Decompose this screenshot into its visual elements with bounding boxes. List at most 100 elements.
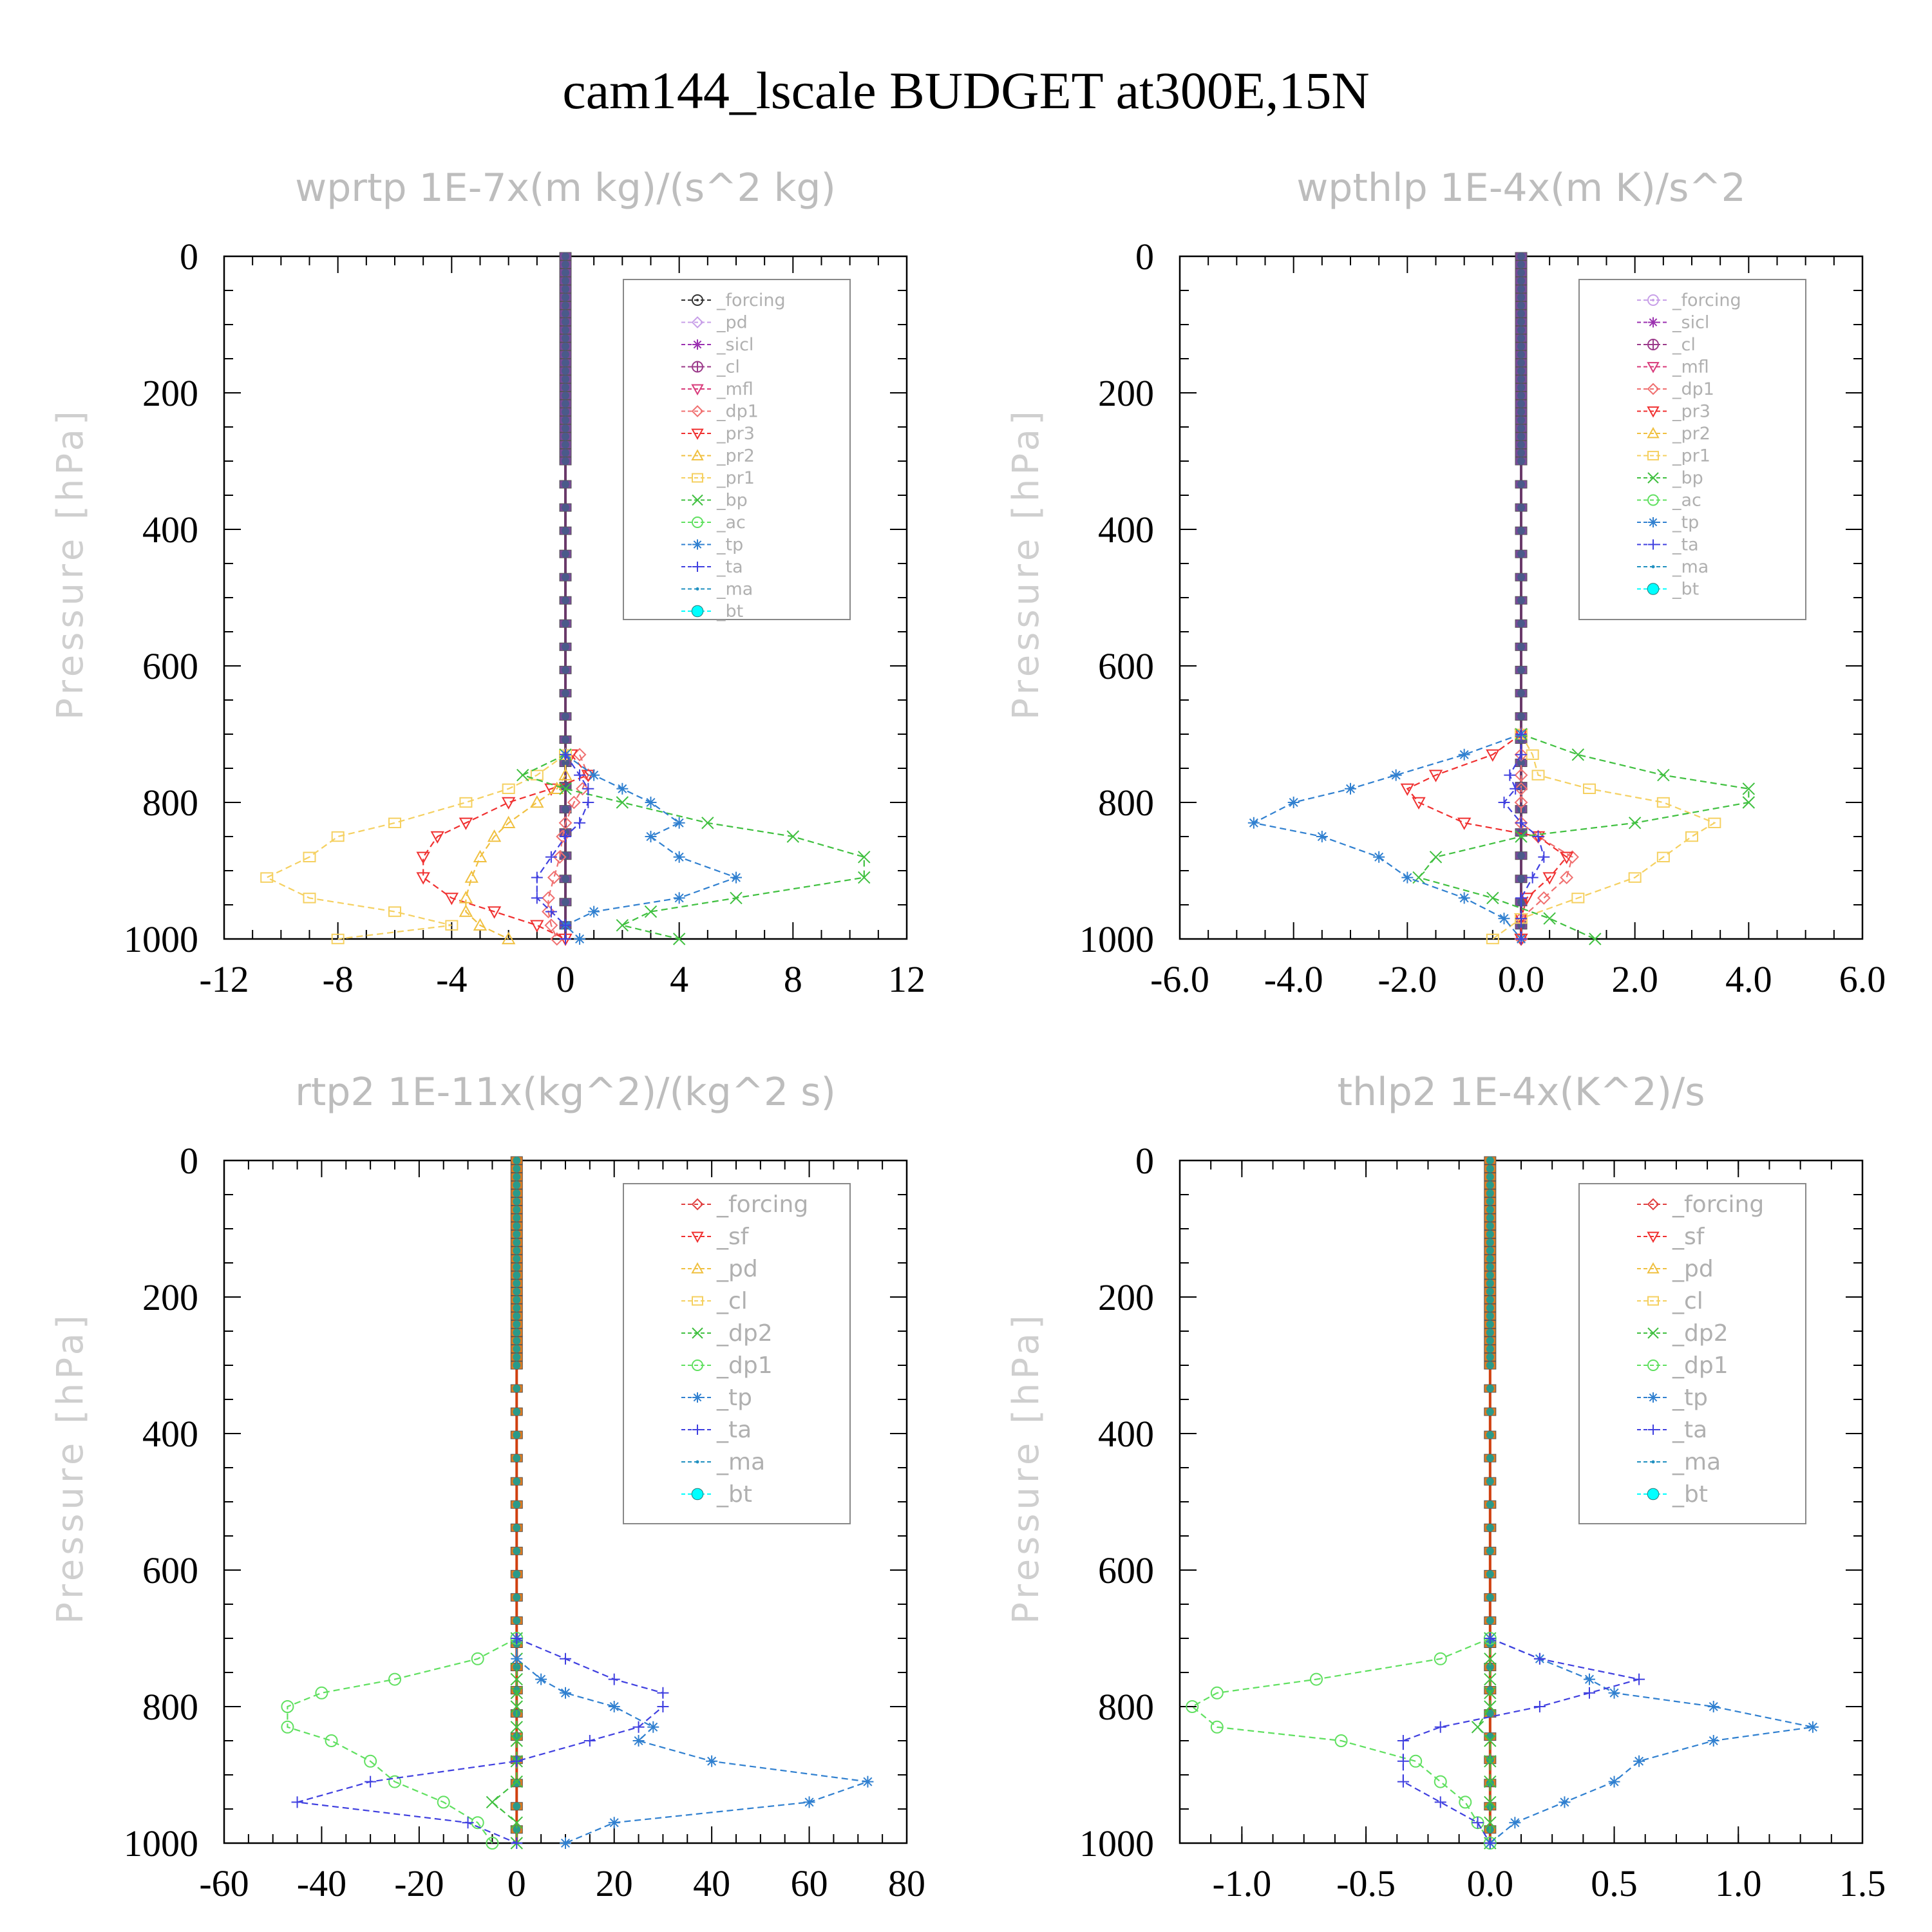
data-point: [1434, 1721, 1446, 1733]
zero-marker-bt: [1517, 689, 1525, 697]
legend-entry: _sf: [1637, 1224, 1705, 1250]
legend-box: [623, 1183, 851, 1524]
data-point: [560, 1653, 571, 1665]
data-point: [786, 830, 800, 843]
data-point: [574, 933, 586, 945]
legend-label: _sf: [716, 1224, 750, 1250]
zero-marker-bt: [513, 1320, 521, 1329]
legend-marker: [692, 562, 703, 572]
data-point: [1515, 892, 1527, 904]
legend-marker: [1647, 583, 1660, 595]
zero-marker-bt: [513, 1547, 521, 1555]
zero-marker-bt: [1517, 440, 1525, 449]
legend-label: _pd: [716, 313, 748, 333]
x-tick-label: 40: [693, 1862, 730, 1904]
legend-label: _pr1: [716, 468, 755, 488]
y-axis-label: Pressure [hPa]: [1005, 407, 1047, 720]
data-point: [291, 1796, 303, 1808]
y-tick-label: 1000: [124, 918, 198, 960]
data-point: [464, 870, 478, 883]
x-tick-label: 0: [507, 1862, 526, 1904]
data-point: [510, 1687, 523, 1700]
zero-marker-bt: [1486, 1345, 1494, 1353]
data-point: [459, 904, 473, 917]
data-point: [1390, 769, 1402, 781]
zero-marker-bt: [513, 1570, 521, 1578]
data-point: [542, 891, 555, 905]
legend-label: _tp: [1672, 513, 1699, 533]
zero-marker-bt: [513, 1164, 521, 1173]
zero-marker-bt: [513, 1361, 521, 1369]
zero-marker-bt: [513, 1206, 521, 1214]
zero-marker-bt: [1486, 1385, 1494, 1393]
legend-marker: [692, 1425, 703, 1435]
legend-entry: _ac: [1637, 491, 1701, 511]
zero-marker-bt: [1486, 1303, 1494, 1312]
legend-label: _bp: [716, 491, 748, 511]
zero-marker-bt: [1486, 1222, 1494, 1230]
data-point: [1484, 1700, 1497, 1713]
zero-marker-bt: [562, 392, 569, 400]
zero-marker-bt: [562, 805, 569, 813]
data-point: [1484, 1795, 1497, 1809]
legend-entry: _pr2: [1637, 424, 1710, 444]
zero-marker-bt: [513, 1345, 521, 1353]
data-point: [502, 783, 515, 794]
data-point: [530, 795, 544, 808]
x-tick-label: -12: [199, 958, 249, 1000]
legend-marker: [692, 1296, 703, 1306]
zero-marker-bt: [513, 1385, 521, 1393]
legend-marker: [692, 1327, 703, 1339]
zero-marker-bt: [1486, 1501, 1494, 1509]
legend-marker: [691, 449, 704, 460]
zero-marker-bt: [513, 1802, 521, 1810]
data-point: [1531, 770, 1545, 781]
data-point: [1515, 913, 1527, 925]
data-point: [1707, 1735, 1719, 1747]
data-point: [558, 768, 573, 781]
legend-entry: _pr1: [681, 468, 755, 488]
zero-marker-bt: [562, 457, 569, 465]
legend-entry: _ta: [1637, 1417, 1707, 1443]
legend-entry: _cl: [1637, 335, 1696, 355]
data-point: [1633, 1673, 1645, 1685]
data-point: [553, 850, 567, 864]
zero-marker-bt: [1486, 1181, 1494, 1189]
series-line: [547, 754, 589, 940]
legend-label: _sicl: [716, 335, 753, 355]
zero-marker-bt: [562, 350, 569, 359]
data-point: [459, 797, 473, 808]
data-point: [1434, 1775, 1447, 1788]
series-line: [1492, 734, 1716, 940]
data-point: [1584, 1687, 1595, 1699]
panel-2: wpthlp 1E-4x(m K)/s^2 Pressure [hPa] -6.0 -…: [1005, 166, 1886, 1000]
zero-marker-bt: [1486, 1353, 1494, 1361]
legend-entry: _ta: [681, 1417, 752, 1443]
legend-entry: _pr1: [1637, 446, 1710, 466]
data-point: [487, 829, 502, 842]
zero-marker-bt: [513, 1189, 521, 1197]
data-point: [1484, 1755, 1497, 1768]
panel-1: wprtp 1E-7x(m kg)/(s^2 kg) Pressure [hPa]…: [50, 166, 925, 1000]
zero-marker-bt: [1517, 301, 1525, 310]
zero-marker-bt: [513, 1329, 521, 1337]
zero-marker-bt: [1517, 424, 1525, 433]
data-point: [730, 891, 743, 905]
data-point: [644, 905, 658, 918]
zero-marker-bt: [1486, 1214, 1494, 1222]
data-point: [1484, 1633, 1496, 1644]
data-point: [1457, 817, 1472, 830]
legend-label: _mfl: [716, 379, 753, 399]
legend-marker: [1651, 565, 1655, 569]
zero-marker-bt: [1486, 1287, 1494, 1296]
legend-box: [623, 279, 851, 620]
zero-marker-bt: [562, 285, 569, 293]
x-tick-label: -20: [394, 1862, 444, 1904]
data-point: [1484, 1837, 1496, 1849]
x-tick-label: 0.5: [1591, 1862, 1638, 1904]
legend-marker: [692, 494, 703, 506]
data-point: [608, 1817, 620, 1829]
data-point: [647, 1721, 659, 1733]
legend-label: _ac: [1672, 491, 1701, 511]
zero-marker-bt: [1517, 350, 1525, 359]
